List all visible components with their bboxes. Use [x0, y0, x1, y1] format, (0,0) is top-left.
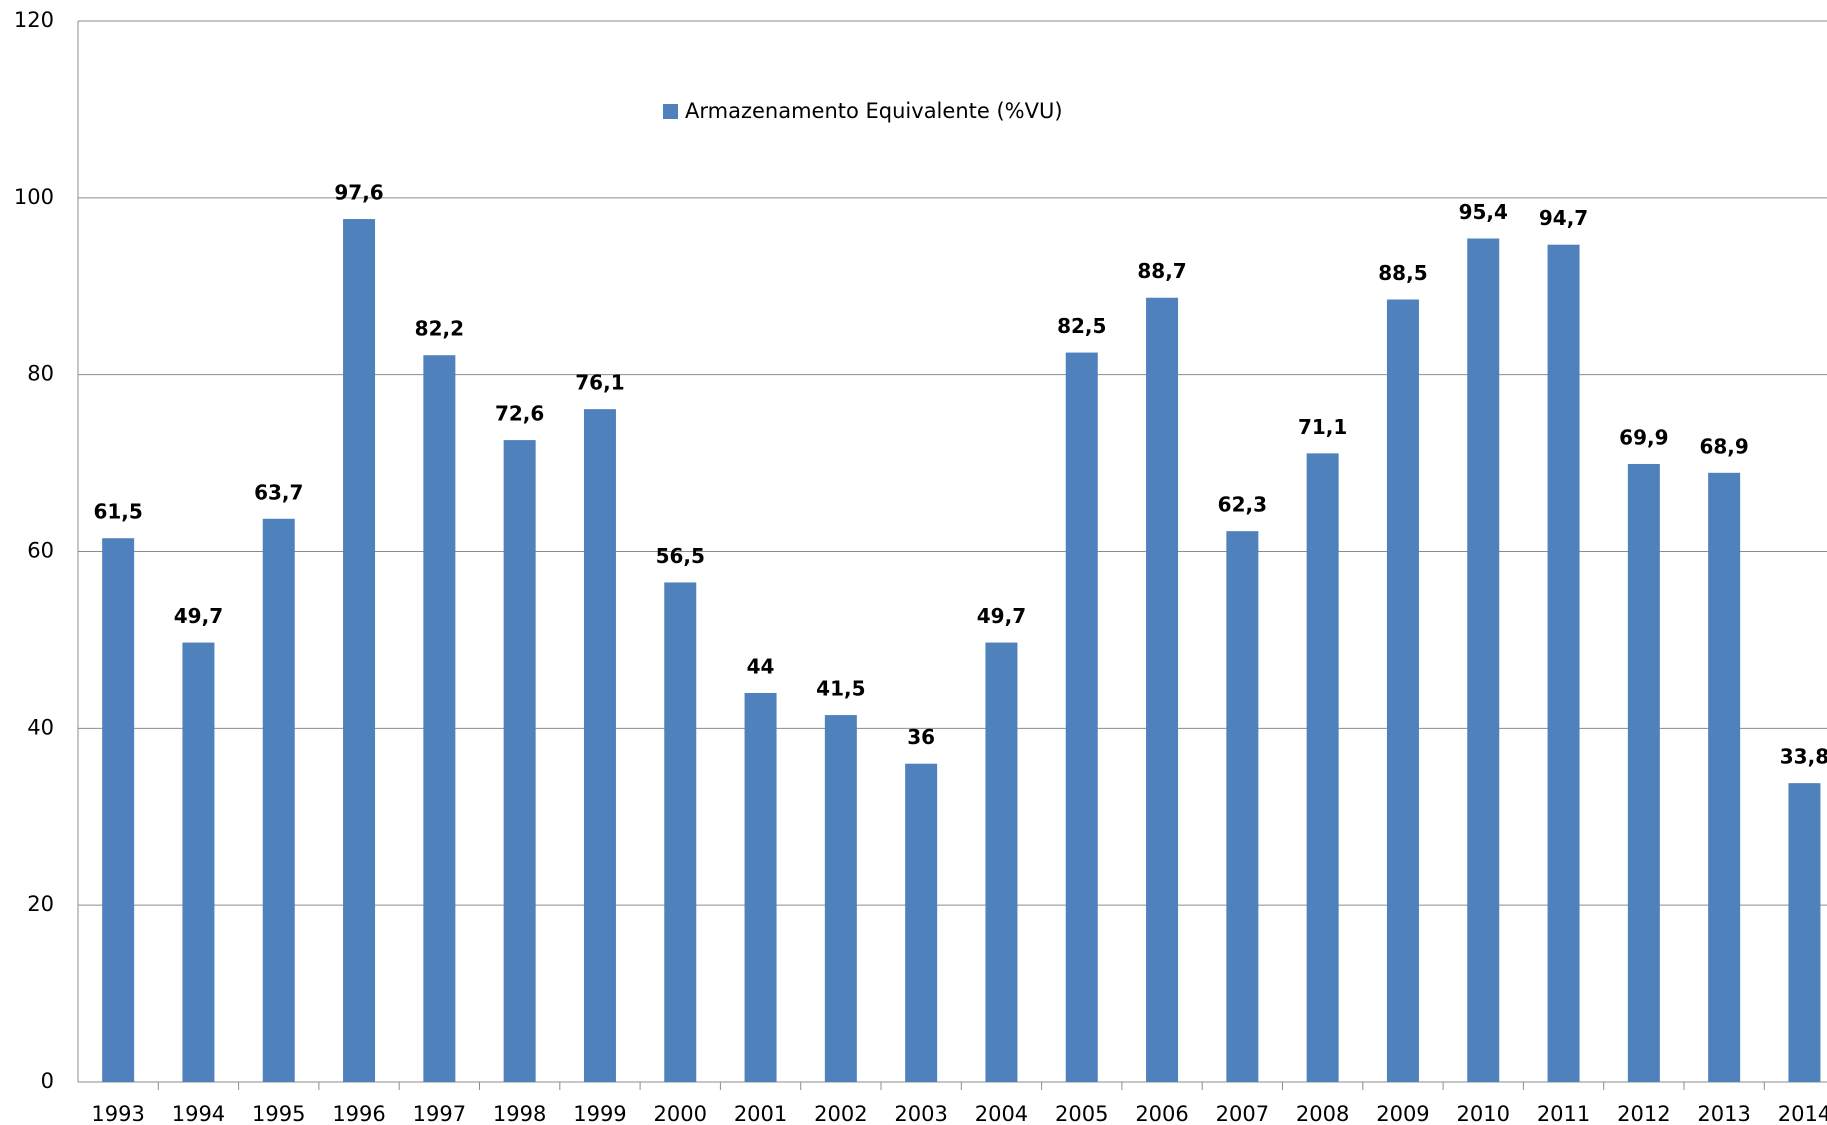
x-tick-label: 2004	[975, 1102, 1028, 1125]
bar	[1226, 531, 1259, 1082]
bar	[1627, 463, 1660, 1082]
bar	[1146, 297, 1179, 1083]
x-tick-label: 1998	[493, 1102, 546, 1125]
x-tick-label: 2003	[894, 1102, 947, 1125]
x-tick-label: 1994	[172, 1102, 225, 1125]
x-tick-label: 2000	[654, 1102, 707, 1125]
y-tick-label: 100	[14, 185, 54, 209]
value-label: 94,7	[1539, 206, 1588, 230]
bar	[423, 355, 456, 1083]
value-label: 97,6	[334, 181, 383, 205]
value-label: 88,5	[1378, 261, 1427, 285]
x-tick-label: 1996	[332, 1102, 385, 1125]
bar	[262, 518, 295, 1082]
value-label: 62,3	[1218, 493, 1267, 517]
y-tick-label: 60	[27, 539, 54, 563]
bar	[824, 715, 857, 1082]
x-tick-label: 2013	[1697, 1102, 1750, 1125]
x-tick-label: 2012	[1617, 1102, 1670, 1125]
x-tick-label: 2007	[1216, 1102, 1269, 1125]
value-label: 88,7	[1137, 259, 1186, 283]
value-label: 71,1	[1298, 415, 1347, 439]
x-tick-label: 2008	[1296, 1102, 1349, 1125]
value-label: 68,9	[1699, 434, 1748, 458]
value-label: 41,5	[816, 677, 865, 701]
x-tick-label: 2010	[1457, 1102, 1510, 1125]
bar	[1788, 783, 1821, 1082]
value-label: 36	[907, 725, 935, 749]
bar	[1467, 238, 1500, 1082]
y-tick-label: 0	[41, 1069, 54, 1093]
x-tick-label: 2014	[1778, 1102, 1827, 1125]
bar	[343, 219, 376, 1082]
value-label: 49,7	[977, 604, 1026, 628]
bar	[985, 642, 1018, 1082]
legend: Armazenamento Equivalente (%VU)	[663, 99, 1063, 123]
value-label: 82,2	[415, 317, 464, 341]
legend-swatch	[663, 104, 678, 119]
x-tick-label: 2006	[1135, 1102, 1188, 1125]
y-tick-label: 40	[27, 715, 54, 739]
x-tick-label: 1995	[252, 1102, 305, 1125]
bar	[583, 409, 616, 1082]
value-label: 44	[747, 654, 775, 678]
bar	[102, 538, 135, 1082]
bar	[1065, 352, 1098, 1082]
value-label: 69,9	[1619, 425, 1668, 449]
legend-label: Armazenamento Equivalente (%VU)	[685, 99, 1063, 123]
value-label: 49,7	[174, 604, 223, 628]
bar	[1547, 244, 1580, 1083]
value-label: 76,1	[575, 371, 624, 395]
x-tick-label: 2011	[1537, 1102, 1590, 1125]
value-label: 33,8	[1780, 745, 1827, 769]
value-label: 56,5	[656, 544, 705, 568]
value-label: 82,5	[1057, 314, 1106, 338]
bar	[905, 763, 938, 1082]
x-tick-label: 2002	[814, 1102, 867, 1125]
bar	[503, 440, 536, 1083]
y-tick-label: 20	[27, 892, 54, 916]
value-label: 72,6	[495, 402, 544, 426]
bar	[1306, 453, 1339, 1082]
bar	[1708, 472, 1741, 1082]
bar	[182, 642, 215, 1082]
bar	[1386, 299, 1419, 1082]
x-tick-label: 1999	[573, 1102, 626, 1125]
value-label: 63,7	[254, 480, 303, 504]
x-tick-label: 2001	[734, 1102, 787, 1125]
value-label: 61,5	[93, 500, 142, 524]
value-label: 95,4	[1459, 200, 1508, 224]
x-tick-label: 1993	[91, 1102, 144, 1125]
x-tick-label: 1997	[413, 1102, 466, 1125]
x-tick-label: 2009	[1376, 1102, 1429, 1125]
y-tick-label: 120	[14, 8, 54, 32]
bar	[664, 582, 697, 1082]
x-tick-label: 2005	[1055, 1102, 1108, 1125]
y-tick-label: 80	[27, 362, 54, 386]
bar	[744, 692, 777, 1082]
